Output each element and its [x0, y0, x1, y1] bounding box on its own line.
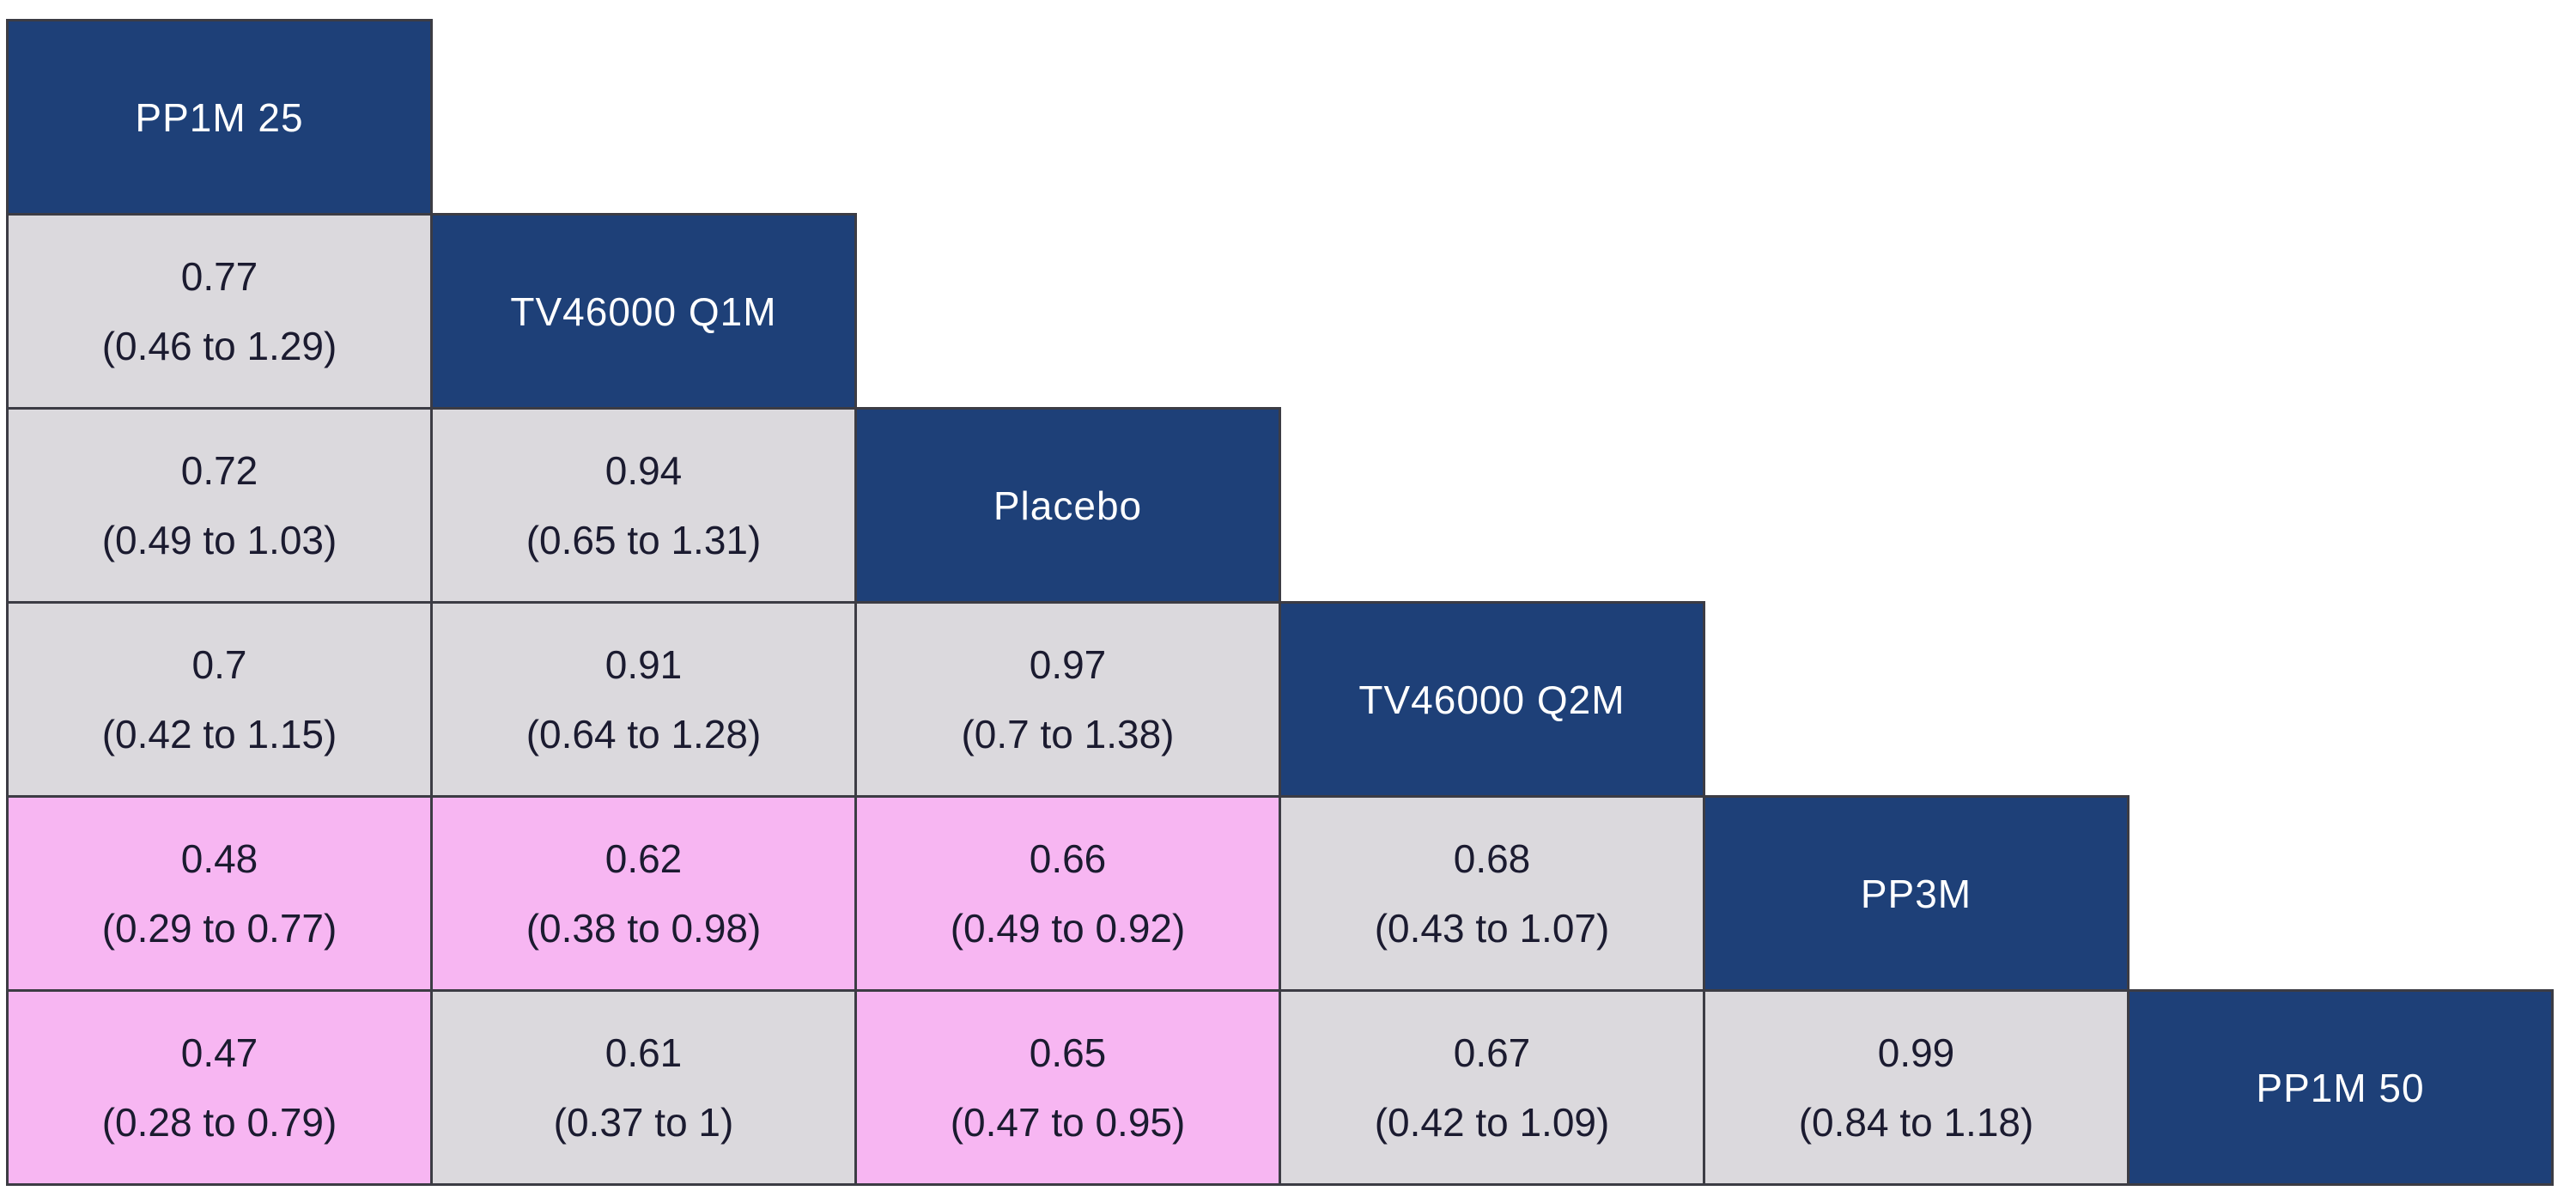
hr-ci-cell-significant: 0.48 (0.29 to 0.77): [6, 795, 433, 992]
league-table: PP1M 25 0.77 (0.46 to 1.29) TV46000 Q1M …: [6, 19, 2554, 1186]
diagonal-treatment-cell-placebo: Placebo: [854, 407, 1281, 604]
hr-value: 0.68: [1453, 835, 1531, 881]
empty-cell: [1704, 214, 2129, 409]
hr-ci-cell: 0.77 (0.46 to 1.29): [6, 213, 433, 410]
hr-value: 0.94: [605, 447, 683, 493]
hr-value: 0.66: [1029, 835, 1107, 881]
hr-value: 0.48: [180, 835, 258, 881]
table-row: 0.47 (0.28 to 0.79) 0.61 (0.37 to 1) 0.6…: [6, 989, 2554, 1186]
empty-cell: [2128, 408, 2553, 603]
ci-value: (0.28 to 0.79): [101, 1099, 337, 1145]
ci-value: (0.49 to 1.03): [101, 517, 337, 562]
diagonal-treatment-cell-tv46000-q1m: TV46000 Q1M: [430, 213, 857, 410]
hr-value: 0.7: [191, 641, 247, 687]
table-row: PP1M 25: [6, 19, 2553, 216]
hr-ci-cell-significant: 0.62 (0.38 to 0.98): [430, 795, 857, 992]
hr-value: 0.67: [1453, 1030, 1531, 1075]
hr-ci-cell: 0.94 (0.65 to 1.31): [430, 407, 857, 604]
hr-ci-cell: 0.7 (0.42 to 1.15): [6, 601, 433, 798]
hr-value: 0.97: [1029, 641, 1107, 687]
ci-value: (0.37 to 1): [553, 1099, 734, 1145]
ci-value: (0.29 to 0.77): [101, 905, 337, 951]
hr-value: 0.47: [180, 1030, 258, 1075]
ci-value: (0.46 to 1.29): [101, 323, 337, 368]
table-row: 0.72 (0.49 to 1.03) 0.94 (0.65 to 1.31) …: [6, 407, 2553, 604]
hr-value: 0.77: [180, 253, 258, 299]
diagonal-treatment-cell-pp1m-25: PP1M 25: [6, 19, 433, 216]
diagonal-treatment-cell-tv46000-q2m: TV46000 Q2M: [1279, 601, 1705, 798]
league-table-figure: PP1M 25 0.77 (0.46 to 1.29) TV46000 Q1M …: [6, 19, 2554, 1186]
empty-cell: [1279, 20, 1704, 215]
ci-value: (0.49 to 0.92): [950, 905, 1186, 951]
ci-value: (0.42 to 1.15): [101, 711, 337, 756]
empty-cell: [1704, 408, 2129, 603]
empty-cell: [855, 20, 1280, 215]
table-row: 0.7 (0.42 to 1.15) 0.91 (0.64 to 1.28) 0…: [6, 601, 2553, 798]
ci-value: (0.7 to 1.38): [961, 711, 1175, 756]
empty-cell: [855, 214, 1280, 409]
hr-ci-cell: 0.61 (0.37 to 1): [430, 989, 857, 1186]
ci-value: (0.42 to 1.09): [1374, 1099, 1610, 1145]
ci-value: (0.38 to 0.98): [526, 905, 762, 951]
empty-cell: [1704, 20, 2129, 215]
ci-value: (0.84 to 1.18): [1798, 1099, 2034, 1145]
empty-cell: [2128, 602, 2553, 797]
empty-cell: [2128, 796, 2553, 991]
empty-cell: [2128, 214, 2553, 409]
hr-ci-cell: 0.67 (0.42 to 1.09): [1279, 989, 1705, 1186]
hr-ci-cell: 0.68 (0.43 to 1.07): [1279, 795, 1705, 992]
empty-cell: [1704, 602, 2129, 797]
ci-value: (0.65 to 1.31): [526, 517, 762, 562]
hr-ci-cell-significant: 0.47 (0.28 to 0.79): [6, 989, 433, 1186]
hr-value: 0.65: [1029, 1030, 1107, 1075]
diagonal-treatment-cell-pp3m: PP3M: [1703, 795, 2129, 992]
hr-ci-cell-significant: 0.65 (0.47 to 0.95): [854, 989, 1281, 1186]
empty-cell: [1279, 214, 1704, 409]
ci-value: (0.43 to 1.07): [1374, 905, 1610, 951]
ci-value: (0.64 to 1.28): [526, 711, 762, 756]
hr-ci-cell: 0.72 (0.49 to 1.03): [6, 407, 433, 604]
hr-value: 0.61: [605, 1030, 683, 1075]
table-row: 0.48 (0.29 to 0.77) 0.62 (0.38 to 0.98) …: [6, 795, 2553, 992]
hr-ci-cell-significant: 0.66 (0.49 to 0.92): [854, 795, 1281, 992]
diagonal-treatment-cell-pp1m-50: PP1M 50: [2127, 989, 2554, 1186]
empty-cell: [2128, 20, 2553, 215]
empty-cell: [431, 20, 856, 215]
hr-ci-cell: 0.99 (0.84 to 1.18): [1703, 989, 2129, 1186]
hr-value: 0.62: [605, 835, 683, 881]
table-row: 0.77 (0.46 to 1.29) TV46000 Q1M: [6, 213, 2553, 410]
hr-value: 0.99: [1877, 1030, 1955, 1075]
hr-value: 0.72: [180, 447, 258, 493]
empty-cell: [1279, 408, 1704, 603]
hr-ci-cell: 0.91 (0.64 to 1.28): [430, 601, 857, 798]
ci-value: (0.47 to 0.95): [950, 1099, 1186, 1145]
hr-ci-cell: 0.97 (0.7 to 1.38): [854, 601, 1281, 798]
hr-value: 0.91: [605, 641, 683, 687]
